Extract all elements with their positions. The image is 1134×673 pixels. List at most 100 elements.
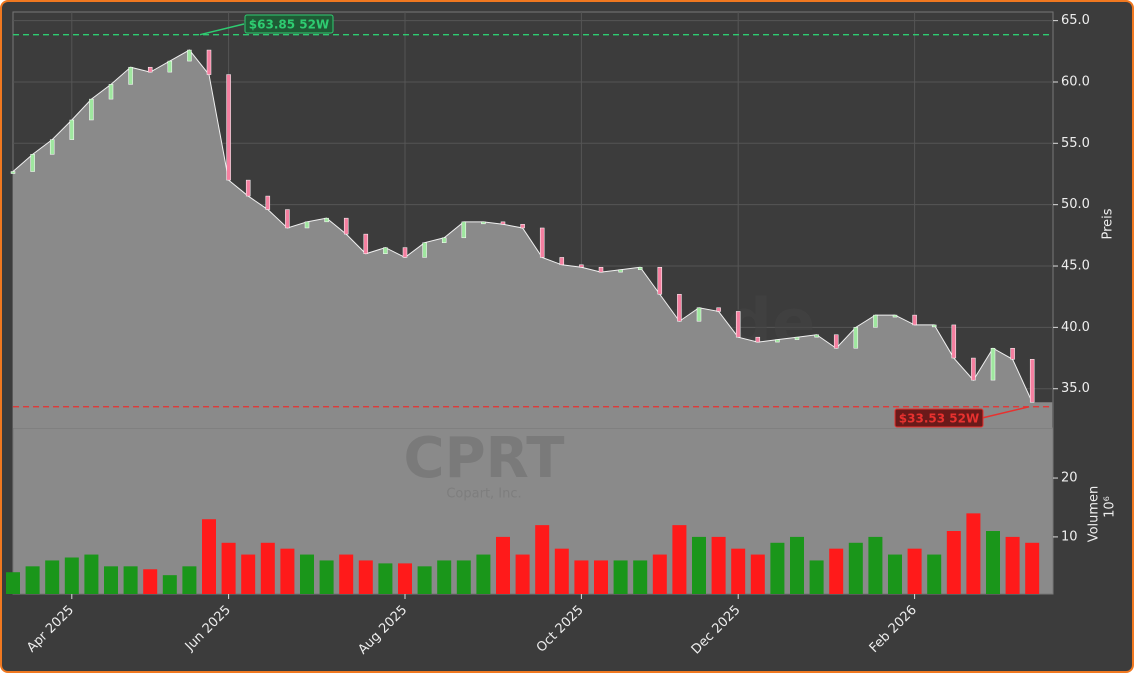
volume-bar	[554, 548, 569, 594]
volume-bar	[829, 548, 844, 594]
candle	[755, 336, 761, 343]
title-watermark: CPRT	[404, 426, 565, 491]
candle	[10, 171, 16, 174]
candle	[1010, 347, 1015, 360]
candle	[49, 139, 55, 155]
candle	[677, 293, 682, 322]
candle	[128, 66, 133, 85]
volume-bar	[692, 536, 706, 594]
y-axis-label: Volumen	[1087, 486, 1102, 543]
candle	[108, 84, 114, 100]
price-area	[13, 50, 1053, 429]
candle	[265, 195, 271, 210]
volume-bar	[907, 548, 922, 594]
x-tick-label: Apr 2025	[24, 603, 77, 656]
y-tick-label: 60.0	[1061, 74, 1090, 89]
x-tick-label: Oct 2025	[534, 603, 587, 656]
volume-bar	[339, 554, 354, 594]
candle	[147, 66, 153, 73]
candle	[500, 221, 506, 225]
candle	[481, 221, 486, 225]
volume-bar	[927, 554, 942, 594]
volume-bar	[476, 554, 491, 594]
candle	[990, 347, 996, 381]
candle	[716, 307, 721, 312]
volume-bar	[515, 554, 530, 594]
volume-bar	[358, 560, 373, 594]
volume-bar	[319, 560, 334, 594]
candle	[539, 227, 545, 258]
volume-bar	[45, 560, 60, 594]
candle	[520, 224, 525, 229]
volume-bar	[25, 566, 40, 594]
x-tick-label: Feb 2026	[867, 603, 920, 656]
candle	[363, 233, 369, 254]
candle	[814, 334, 819, 338]
volume-bar	[574, 560, 589, 594]
subtitle-watermark: Copart, Inc.	[446, 487, 521, 502]
volume-bar	[143, 569, 158, 594]
volume-bar	[672, 525, 687, 594]
volume-bar	[848, 542, 863, 594]
annotation-label: $33.53 52W	[899, 412, 979, 426]
volume-bar	[633, 560, 648, 594]
y-tick-label: 45.0	[1061, 259, 1090, 274]
candle	[383, 247, 388, 254]
y-tick-label: 40.0	[1061, 320, 1090, 335]
candle	[441, 237, 447, 243]
volume-bar	[946, 531, 961, 594]
candle	[618, 269, 623, 273]
candle	[324, 217, 329, 223]
volume-bar	[84, 554, 99, 594]
annotation-arrow	[199, 23, 245, 36]
y-tick-label: 35.0	[1061, 381, 1090, 396]
candle	[304, 221, 310, 229]
volume-bar	[770, 542, 785, 594]
volume-bar	[750, 554, 765, 594]
candle	[657, 266, 663, 295]
volume-bar	[1025, 542, 1040, 594]
volume-bar	[496, 536, 510, 594]
candle	[422, 242, 427, 258]
candle	[931, 324, 937, 328]
candle	[775, 339, 780, 343]
y-tick-label: 10	[1061, 529, 1078, 544]
x-tick-label: Aug 2025	[355, 603, 410, 658]
candle	[579, 264, 584, 268]
candle	[892, 314, 898, 318]
candle	[833, 334, 839, 349]
volume-bar	[221, 542, 236, 594]
volume-bar	[809, 560, 824, 594]
y-tick-label: 65.0	[1061, 13, 1090, 28]
volume-bar	[260, 542, 275, 594]
annotation-box	[894, 408, 984, 428]
volume-bar	[966, 513, 981, 594]
candle	[461, 221, 467, 239]
annotation-arrow	[981, 406, 1030, 419]
candle	[167, 60, 173, 73]
candle	[598, 266, 604, 273]
volume-bar	[594, 560, 608, 594]
x-tick-label: Dec 2025	[689, 603, 744, 658]
candle	[402, 247, 408, 258]
volume-bar	[790, 536, 804, 594]
y-offset-label: 10⁶	[1103, 496, 1118, 518]
volume-bar	[64, 557, 79, 594]
volume-bar	[378, 563, 393, 594]
candle	[1029, 359, 1035, 403]
candle	[30, 154, 35, 172]
candle	[696, 307, 702, 322]
volume-bar	[182, 566, 197, 594]
volume-bar	[162, 575, 177, 594]
volume-bar	[202, 519, 216, 594]
annotation-box	[244, 14, 334, 34]
candle	[971, 357, 976, 381]
candle	[853, 327, 859, 349]
candle	[951, 324, 957, 359]
volume-bar	[123, 566, 138, 594]
candle	[285, 209, 290, 229]
volume-bar	[986, 531, 1000, 594]
candle	[69, 119, 75, 140]
volume-bar	[613, 560, 628, 594]
